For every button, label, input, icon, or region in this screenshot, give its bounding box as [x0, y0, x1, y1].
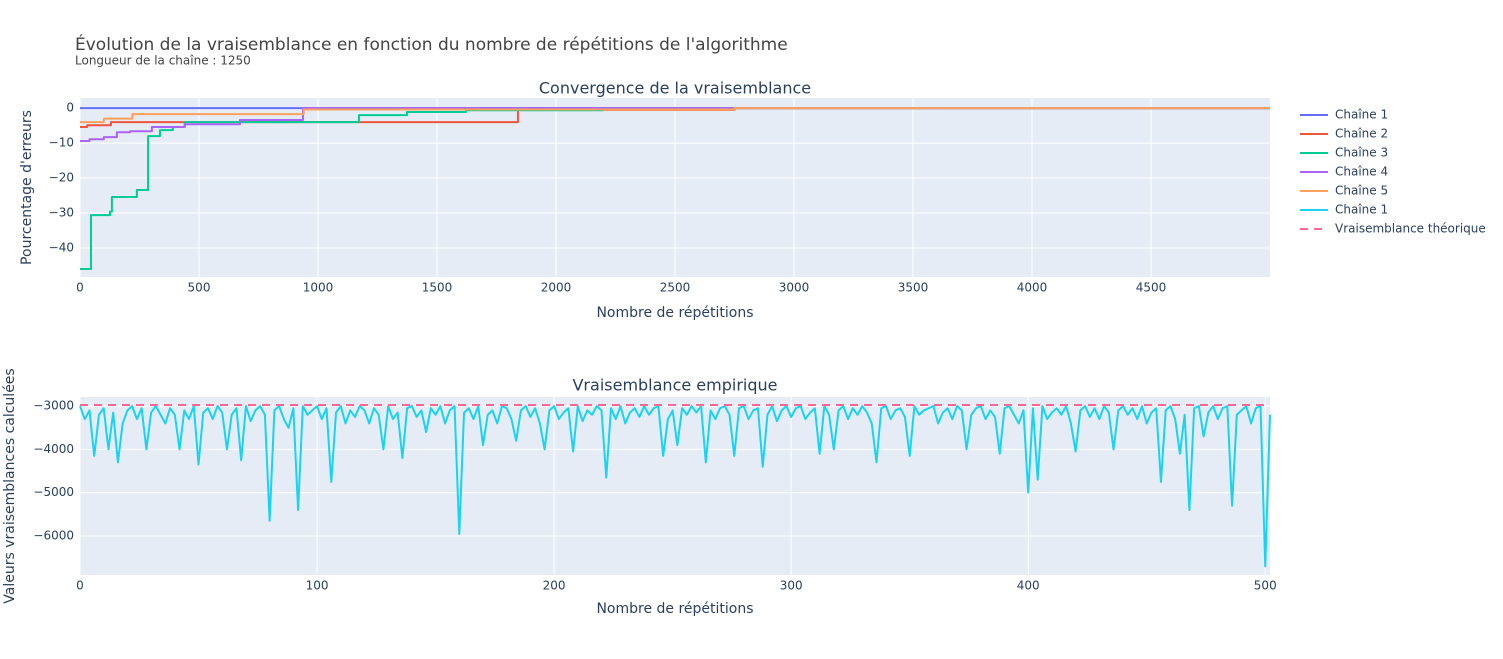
- subplot-title: Convergence de la vraisemblance: [539, 79, 811, 98]
- x-tick-label: 500: [188, 281, 211, 295]
- page-title: Évolution de la vraisemblance en fonctio…: [75, 33, 788, 55]
- y-axis-label: Valeurs vraisemblances calculées: [2, 368, 18, 603]
- y-tick-label: −6000: [33, 529, 74, 543]
- x-tick-label: 4000: [1017, 281, 1048, 295]
- x-tick-label: 400: [1017, 579, 1040, 593]
- legend-label: Chaîne 5: [1335, 184, 1388, 198]
- legend-label: Chaîne 1: [1335, 108, 1388, 122]
- y-tick-label: −4000: [33, 442, 74, 456]
- legend-label: Vraisemblance théorique: [1335, 222, 1486, 236]
- y-tick-label: 0: [66, 101, 74, 115]
- x-tick-label: 3500: [898, 281, 929, 295]
- x-tick-label: 1500: [422, 281, 453, 295]
- series-line: [79, 405, 1271, 568]
- y-tick-label: −30: [49, 206, 74, 220]
- y-tick-label: −3000: [33, 399, 74, 413]
- legend-label: Chaîne 2: [1335, 127, 1388, 141]
- y-tick-label: −10: [49, 136, 74, 150]
- subplot-title: Vraisemblance empirique: [572, 376, 777, 395]
- x-tick-label: 3000: [779, 281, 810, 295]
- y-axis-label: Pourcentage d'erreurs: [19, 110, 35, 265]
- x-axis-label: Nombre de répétitions: [596, 305, 753, 321]
- x-tick-label: 0: [76, 579, 84, 593]
- series-line: [80, 107, 1270, 124]
- series-line: [80, 107, 1270, 143]
- y-tick-label: −5000: [33, 485, 74, 499]
- series-line: [80, 107, 1270, 270]
- x-tick-label: 500: [1254, 579, 1277, 593]
- x-tick-label: 1000: [303, 281, 334, 295]
- legend-label: Chaîne 4: [1335, 165, 1388, 179]
- x-tick-label: 2500: [660, 281, 691, 295]
- page-subtitle: Longueur de la chaîne : 1250: [75, 54, 251, 68]
- x-tick-label: 200: [543, 579, 566, 593]
- y-tick-label: −40: [49, 240, 74, 254]
- x-tick-label: 300: [780, 579, 803, 593]
- x-tick-label: 100: [306, 579, 329, 593]
- y-tick-label: −20: [49, 171, 74, 185]
- x-axis-label: Nombre de répétitions: [596, 601, 753, 617]
- x-tick-label: 4500: [1136, 281, 1167, 295]
- legend-label: Chaîne 3: [1335, 146, 1388, 160]
- x-tick-label: 0: [76, 281, 84, 295]
- x-tick-label: 2000: [541, 281, 572, 295]
- legend-label: Chaîne 1: [1335, 203, 1388, 217]
